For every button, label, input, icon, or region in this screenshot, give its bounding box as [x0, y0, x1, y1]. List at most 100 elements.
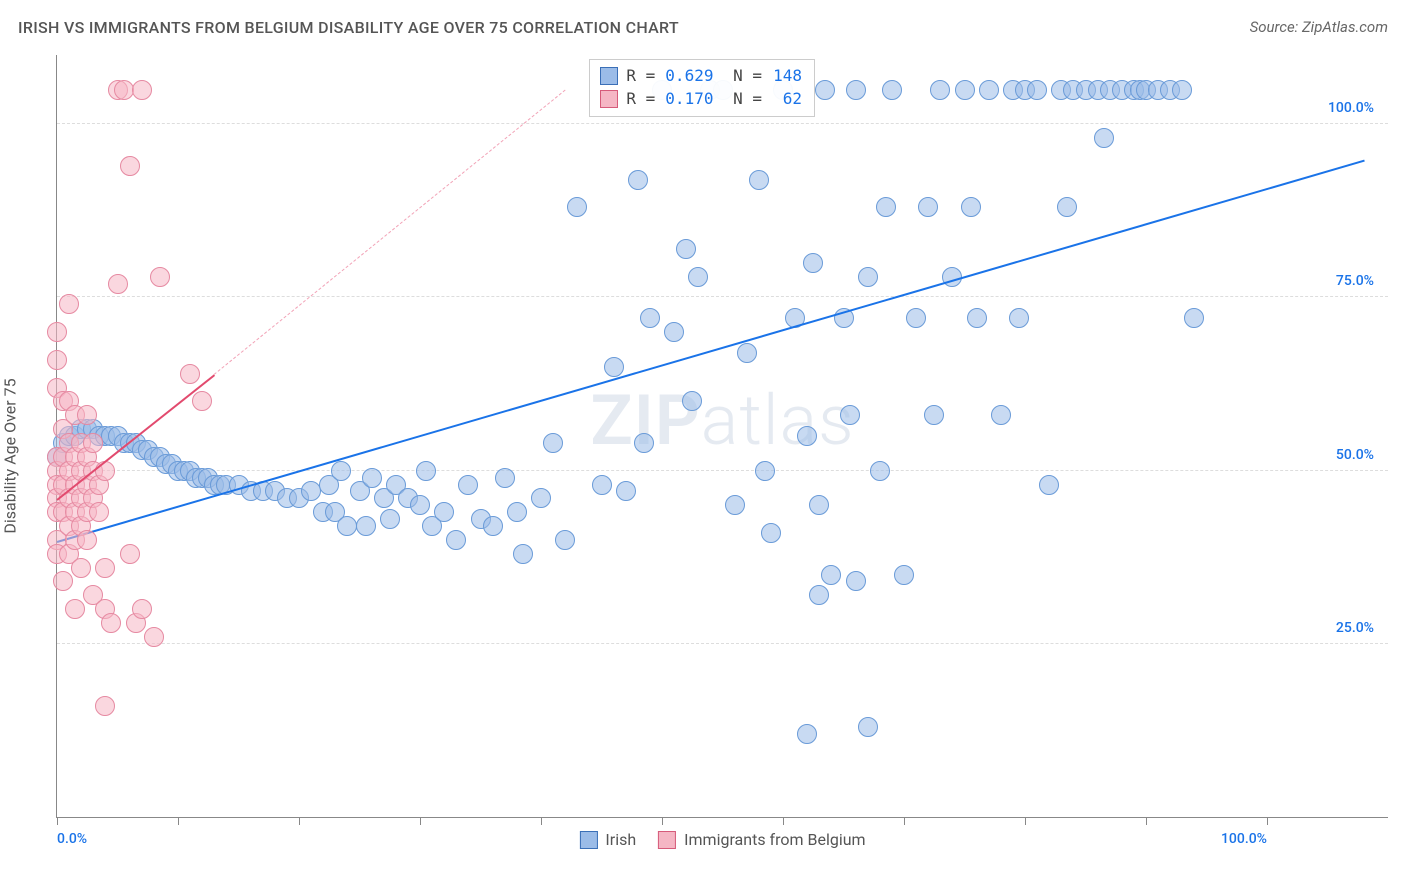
data-point-irish: [331, 461, 351, 481]
data-point-irish: [858, 717, 878, 737]
data-point-belgium: [59, 294, 79, 314]
data-point-irish: [991, 405, 1011, 425]
data-point-irish: [1027, 80, 1047, 100]
data-point-belgium: [89, 502, 109, 522]
source-credit: Source: ZipAtlas.com: [1250, 18, 1388, 36]
gridline: [57, 296, 1388, 297]
data-point-irish: [531, 488, 551, 508]
data-point-irish: [870, 461, 890, 481]
data-point-irish: [882, 80, 902, 100]
data-point-irish: [761, 523, 781, 543]
data-point-irish: [1172, 80, 1192, 100]
data-point-irish: [967, 308, 987, 328]
data-point-belgium: [120, 544, 140, 564]
x-tick: [420, 817, 421, 825]
data-point-irish: [1184, 308, 1204, 328]
data-point-irish: [567, 197, 587, 217]
data-point-irish: [446, 530, 466, 550]
stats-r-label: R =: [626, 66, 655, 85]
correlation-stats-box: R =0.629 N =148R =0.170 N =62: [589, 59, 815, 117]
data-point-irish: [628, 170, 648, 190]
data-point-irish: [458, 475, 478, 495]
data-point-irish: [955, 80, 975, 100]
data-point-belgium: [132, 80, 152, 100]
chart-area: Disability Age Over 75 ZIPatlas 25.0%50.…: [18, 55, 1388, 856]
x-tick: [178, 817, 179, 825]
data-point-irish: [924, 405, 944, 425]
data-point-irish: [592, 475, 612, 495]
data-point-irish: [979, 80, 999, 100]
x-tick: [1267, 817, 1268, 825]
data-point-irish: [604, 357, 624, 377]
x-tick: [541, 817, 542, 825]
data-point-irish: [737, 343, 757, 363]
data-point-irish: [815, 80, 835, 100]
data-point-irish: [543, 433, 563, 453]
data-point-belgium: [144, 627, 164, 647]
data-point-irish: [930, 80, 950, 100]
data-point-belgium: [132, 599, 152, 619]
trend-line: [57, 159, 1365, 542]
data-point-irish: [1094, 128, 1114, 148]
chart-title: IRISH VS IMMIGRANTS FROM BELGIUM DISABIL…: [18, 18, 679, 37]
data-point-irish: [961, 197, 981, 217]
data-point-belgium: [77, 405, 97, 425]
data-point-belgium: [65, 599, 85, 619]
legend-swatch: [600, 90, 618, 108]
data-point-irish: [840, 405, 860, 425]
data-point-belgium: [150, 267, 170, 287]
stats-n-label: N =: [723, 66, 762, 85]
x-tick-label: 100.0%: [1221, 831, 1267, 847]
data-point-irish: [676, 239, 696, 259]
stats-n-label: N =: [723, 89, 762, 108]
data-point-irish: [416, 461, 436, 481]
data-point-belgium: [71, 558, 91, 578]
legend-label: Immigrants from Belgium: [684, 830, 865, 849]
gridline: [57, 643, 1388, 644]
data-point-irish: [688, 267, 708, 287]
data-point-irish: [1039, 475, 1059, 495]
data-point-irish: [410, 495, 430, 515]
data-point-belgium: [47, 322, 67, 342]
data-point-irish: [876, 197, 896, 217]
legend-label: Irish: [605, 830, 636, 849]
data-point-belgium: [95, 461, 115, 481]
data-point-irish: [894, 565, 914, 585]
data-point-belgium: [95, 558, 115, 578]
data-point-irish: [664, 322, 684, 342]
stats-r-label: R =: [626, 89, 655, 108]
stats-row: R =0.170 N =62: [600, 87, 804, 110]
data-point-irish: [682, 391, 702, 411]
data-point-irish: [483, 516, 503, 536]
y-tick-label: 25.0%: [1336, 620, 1374, 636]
data-point-belgium: [192, 391, 212, 411]
y-tick-label: 50.0%: [1336, 447, 1374, 463]
legend-item: Immigrants from Belgium: [658, 830, 865, 849]
data-point-irish: [337, 516, 357, 536]
data-point-irish: [809, 585, 829, 605]
data-point-irish: [555, 530, 575, 550]
data-point-belgium: [83, 433, 103, 453]
x-tick: [1146, 817, 1147, 825]
data-point-irish: [797, 724, 817, 744]
data-point-irish: [495, 468, 515, 488]
data-point-irish: [434, 502, 454, 522]
data-point-irish: [846, 571, 866, 591]
plot-region: ZIPatlas 25.0%50.0%75.0%100.0%0.0%100.0%…: [56, 55, 1388, 818]
y-tick-label: 100.0%: [1328, 100, 1374, 116]
data-point-irish: [797, 426, 817, 446]
x-tick: [299, 817, 300, 825]
data-point-belgium: [95, 696, 115, 716]
data-point-belgium: [180, 364, 200, 384]
data-point-irish: [749, 170, 769, 190]
data-point-irish: [1057, 197, 1077, 217]
legend-swatch: [579, 831, 597, 849]
stats-n-value: 148: [770, 66, 804, 85]
data-point-irish: [507, 502, 527, 522]
trend-line: [214, 90, 566, 375]
data-point-irish: [725, 495, 745, 515]
gridline: [57, 470, 1388, 471]
stats-row: R =0.629 N =148: [600, 64, 804, 87]
x-tick: [1025, 817, 1026, 825]
bottom-legend: Irish Immigrants from Belgium: [579, 830, 865, 849]
